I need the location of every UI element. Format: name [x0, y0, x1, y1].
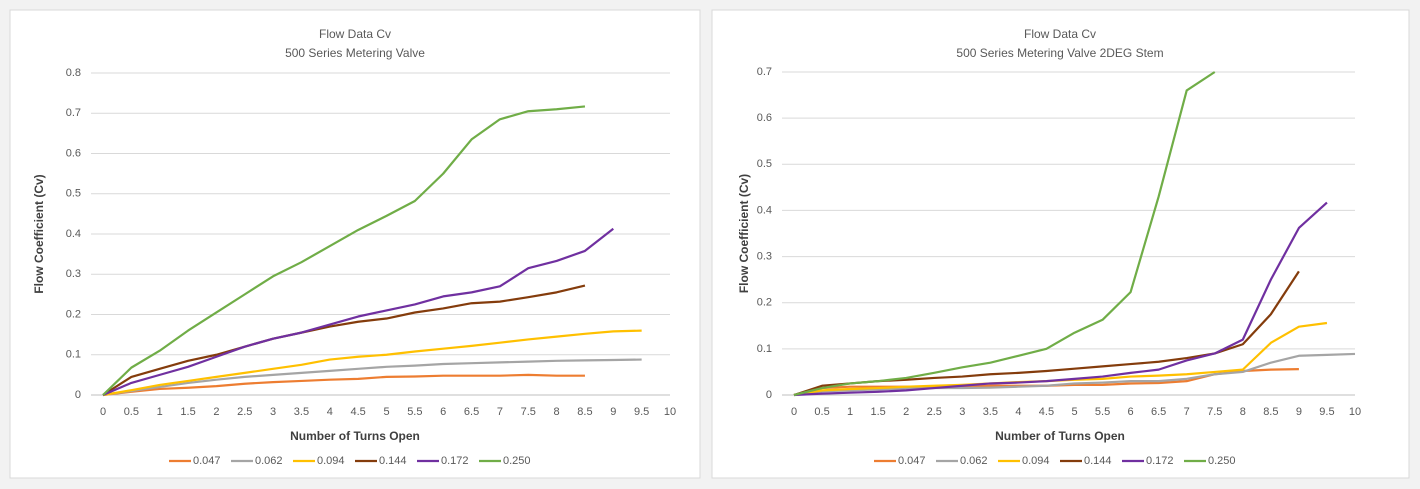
- x-tick-label: 1: [847, 406, 853, 418]
- x-tick-label: 2: [903, 406, 909, 418]
- series-line: [102, 284, 586, 396]
- series-line: [102, 105, 586, 396]
- x-tick-label: 6.5: [1151, 406, 1166, 418]
- x-tick-label: 10: [664, 406, 676, 418]
- x-tick-label: 5: [383, 406, 389, 418]
- x-tick-label: 5.5: [407, 406, 422, 418]
- legend-label: 0.047: [193, 455, 221, 467]
- legend-label: 0.094: [317, 455, 345, 467]
- chart-subtitle: 500 Series Metering Valve: [285, 46, 425, 60]
- x-tick-label: 0.5: [124, 406, 139, 418]
- y-tick-label: 0.7: [66, 107, 81, 119]
- legend-label: 0.172: [441, 455, 469, 467]
- series-line: [102, 329, 642, 397]
- x-tick-label: 6.5: [464, 406, 479, 418]
- x-tick-label: 3.5: [294, 406, 309, 418]
- panel: [711, 9, 1410, 479]
- legend-label: 0.062: [255, 455, 283, 467]
- legend-label: 0.172: [1146, 455, 1174, 467]
- x-tick-label: 2.5: [237, 406, 252, 418]
- legend-label: 0.250: [1208, 455, 1236, 467]
- x-tick-label: 1.5: [871, 406, 886, 418]
- y-tick-label: 0.2: [66, 308, 81, 320]
- series-line: [102, 358, 642, 397]
- chart-title: Flow Data Cv: [319, 27, 391, 41]
- legend-label: 0.250: [503, 455, 531, 467]
- x-tick-label: 8: [1240, 406, 1246, 418]
- x-axis-title: Number of Turns Open: [290, 429, 420, 443]
- x-tick-label: 6: [440, 406, 446, 418]
- x-tick-label: 0.5: [814, 406, 829, 418]
- y-tick-label: 0.8: [66, 67, 81, 79]
- x-tick-label: 3.5: [983, 406, 998, 418]
- series-line: [793, 201, 1328, 397]
- x-tick-label: 0: [100, 406, 106, 418]
- x-tick-label: 1.5: [180, 406, 195, 418]
- x-tick-label: 10: [1349, 406, 1361, 418]
- x-tick-label: 8.5: [1263, 406, 1278, 418]
- y-tick-label: 0: [75, 389, 81, 401]
- x-tick-label: 9.5: [1319, 406, 1334, 418]
- x-tick-label: 1: [157, 406, 163, 418]
- y-tick-label: 0.4: [757, 204, 772, 216]
- x-tick-label: 3: [959, 406, 965, 418]
- legend-label: 0.144: [379, 455, 407, 467]
- legend-label: 0.144: [1084, 455, 1112, 467]
- y-tick-label: 0.3: [66, 268, 81, 280]
- y-tick-label: 0.5: [66, 188, 81, 200]
- y-tick-label: 0.6: [757, 112, 772, 124]
- x-tick-label: 0: [791, 406, 797, 418]
- x-tick-label: 6: [1128, 406, 1134, 418]
- x-tick-label: 7.5: [1207, 406, 1222, 418]
- x-tick-label: 2: [213, 406, 219, 418]
- x-tick-label: 4: [1015, 406, 1021, 418]
- y-tick-label: 0.3: [757, 250, 772, 262]
- x-tick-label: 8.5: [577, 406, 592, 418]
- legend-label: 0.094: [1022, 455, 1050, 467]
- x-tick-label: 3: [270, 406, 276, 418]
- y-tick-label: 0.1: [66, 349, 81, 361]
- y-tick-label: 0.5: [757, 158, 772, 170]
- x-tick-label: 9: [1296, 406, 1302, 418]
- x-tick-label: 4.5: [351, 406, 366, 418]
- x-tick-label: 2.5: [927, 406, 942, 418]
- series-line: [793, 71, 1216, 397]
- x-tick-label: 4: [327, 406, 333, 418]
- chart-title: Flow Data Cv: [1024, 27, 1096, 41]
- series-line: [102, 227, 614, 397]
- legend-label: 0.062: [960, 455, 988, 467]
- x-tick-label: 7: [1184, 406, 1190, 418]
- x-tick-label: 5: [1071, 406, 1077, 418]
- y-tick-label: 0.6: [66, 147, 81, 159]
- y-tick-label: 0.7: [757, 66, 772, 78]
- y-tick-label: 0.4: [66, 228, 81, 240]
- series-line: [102, 373, 585, 397]
- x-tick-label: 8: [554, 406, 560, 418]
- x-tick-label: 5.5: [1095, 406, 1110, 418]
- x-tick-label: 9.5: [634, 406, 649, 418]
- y-tick-label: 0: [766, 389, 772, 401]
- x-tick-label: 4.5: [1039, 406, 1054, 418]
- y-tick-label: 0.1: [757, 343, 772, 355]
- y-axis-title: Flow Coefficient (Cv): [737, 174, 751, 293]
- chart-subtitle: 500 Series Metering Valve 2DEG Stem: [956, 46, 1163, 60]
- legend-label: 0.047: [898, 455, 926, 467]
- x-tick-label: 7: [497, 406, 503, 418]
- x-tick-label: 7.5: [521, 406, 536, 418]
- x-axis-title: Number of Turns Open: [995, 429, 1125, 443]
- series-line: [793, 352, 1356, 397]
- panel: [9, 9, 701, 479]
- y-tick-label: 0.2: [757, 297, 772, 309]
- y-axis-title: Flow Coefficient (Cv): [32, 174, 46, 293]
- x-tick-label: 9: [610, 406, 616, 418]
